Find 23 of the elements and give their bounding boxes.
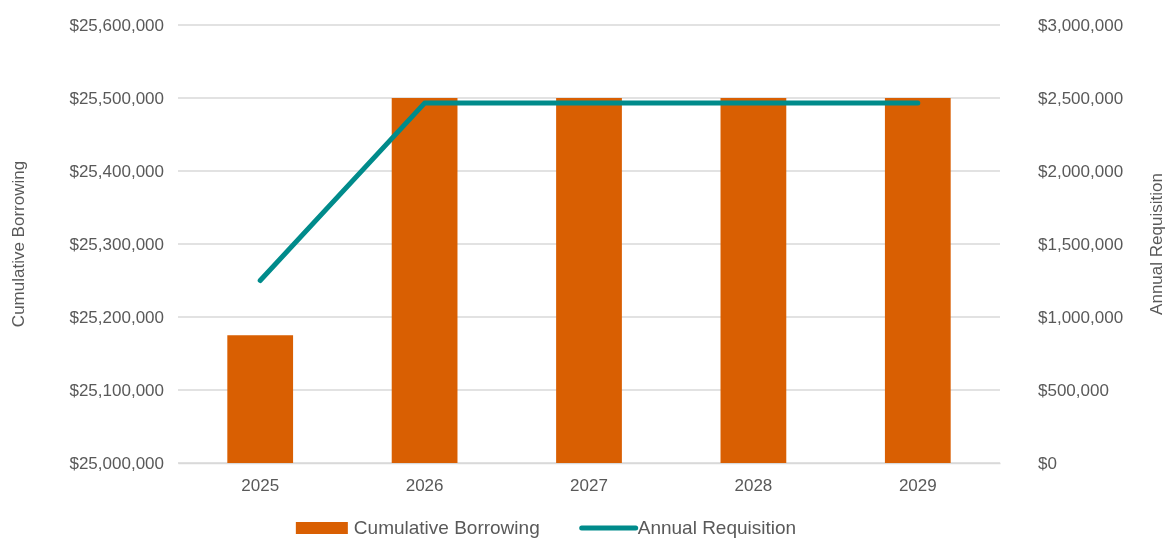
x-tick-label: 2027	[570, 476, 608, 496]
y2-tick-label: $2,500,000	[1038, 88, 1124, 108]
y2-tick-label: $1,000,000	[1038, 307, 1124, 327]
x-tick-label: 2029	[898, 476, 937, 496]
y-tick-label: $25,100,000	[69, 380, 164, 400]
y-tick-label: $25,400,000	[69, 161, 164, 181]
y-axis-title: Cumulative Borrowing	[9, 160, 28, 328]
y2-tick-label: $0	[1038, 453, 1057, 473]
y2-tick-label: $3,000,000	[1038, 15, 1124, 35]
y-tick-label: $25,000,000	[69, 453, 164, 473]
y2-tick-label: $500,000	[1038, 380, 1109, 400]
y-tick-label: $25,300,000	[69, 234, 164, 254]
y2-tick-label: $2,000,000	[1038, 161, 1124, 181]
x-tick-label: 2028	[734, 476, 773, 496]
y-tick-label: $25,500,000	[69, 88, 164, 108]
y2-tick-label: $1,500,000	[1038, 234, 1124, 254]
legend-label: Annual Requisition	[637, 517, 797, 538]
y-tick-label: $25,200,000	[69, 307, 164, 327]
y-tick-label: $25,600,000	[69, 15, 164, 35]
x-tick-label: 2026	[405, 476, 444, 496]
y2-axis-title: Annual Requisition	[1147, 173, 1166, 315]
legend-label: Cumulative Borrowing	[353, 517, 540, 538]
x-tick-label: 2025	[241, 476, 280, 496]
